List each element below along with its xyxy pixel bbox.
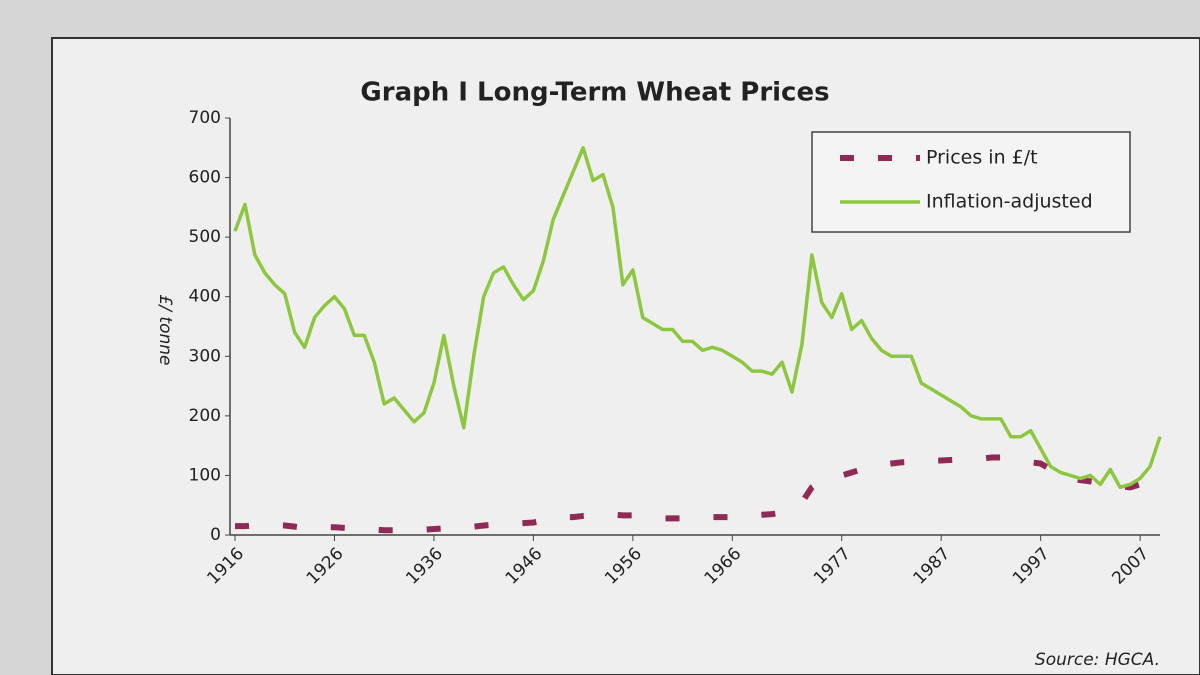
- y-tick-label: 400: [189, 287, 221, 307]
- y-tick-label: 0: [210, 525, 221, 545]
- y-axis-label: £/ tonne: [155, 294, 175, 365]
- y-tick-label: 700: [189, 108, 221, 128]
- y-tick-label: 500: [189, 227, 221, 247]
- legend-label: Inflation-adjusted: [926, 191, 1093, 213]
- y-tick-label: 100: [189, 465, 221, 485]
- chart-title: Graph I Long-Term Wheat Prices: [360, 78, 829, 108]
- series-line: [233, 146, 1162, 490]
- y-tick-label: 200: [189, 406, 221, 426]
- y-tick-label: 300: [189, 346, 221, 366]
- legend-box: [811, 131, 1131, 233]
- source: Source: HGCA.: [1035, 650, 1160, 670]
- series-line: [235, 454, 1163, 534]
- y-tick-label: 600: [189, 168, 221, 188]
- legend-label: Prices in £/t: [926, 147, 1038, 169]
